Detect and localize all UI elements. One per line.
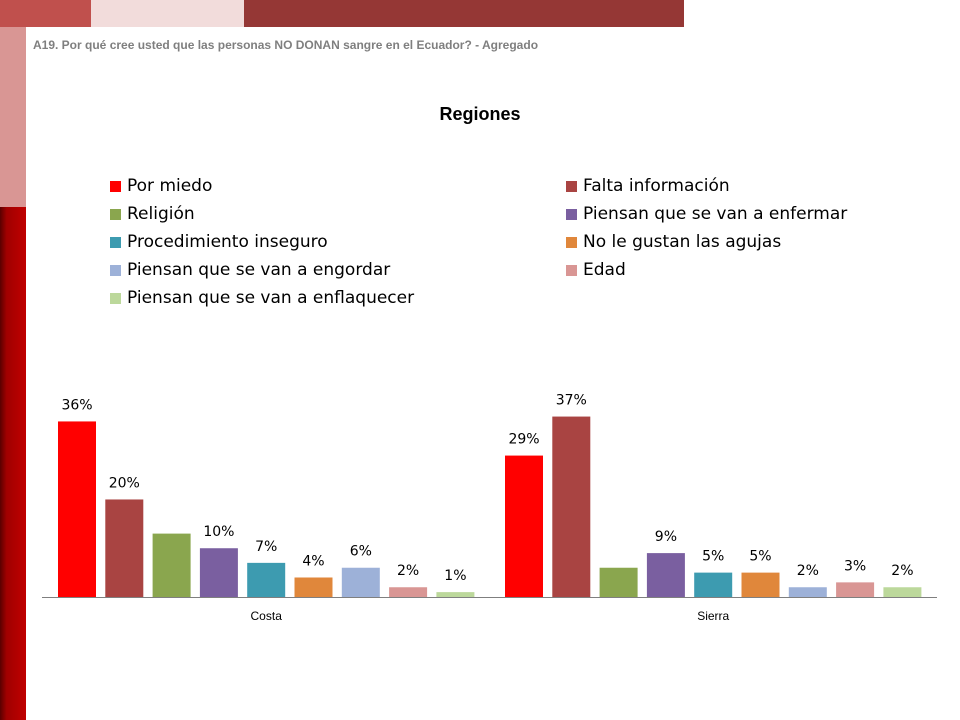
bar — [436, 592, 475, 597]
bar — [646, 553, 685, 597]
bar — [294, 577, 333, 597]
data-label: 29% — [508, 432, 539, 448]
legend-label: Religión — [127, 204, 195, 224]
legend-swatch — [566, 208, 577, 220]
legend-item: No le gustan las agujas — [566, 232, 781, 252]
legend-swatch — [566, 236, 577, 248]
legend-label: Piensan que se van a enfermar — [583, 204, 848, 224]
bar — [341, 567, 380, 597]
side-band-red — [0, 207, 26, 720]
category-label: Costa — [251, 609, 283, 623]
bar — [552, 416, 591, 597]
legend-label: Falta información — [583, 176, 730, 196]
bar — [505, 455, 543, 597]
bar — [105, 499, 144, 597]
slide-subtitle: A19. Por qué cree usted que las personas… — [33, 38, 539, 52]
data-label: 20% — [109, 475, 140, 491]
bar — [58, 421, 96, 597]
side-band-pink — [0, 27, 26, 207]
header-band-pink — [91, 0, 244, 27]
data-label: 5% — [702, 549, 724, 565]
header-band-red — [0, 0, 91, 27]
legend-swatch — [566, 264, 577, 276]
data-label: 2% — [797, 563, 819, 579]
data-label: 4% — [302, 553, 324, 569]
data-label: 10% — [203, 524, 234, 540]
legend-swatch — [110, 292, 121, 304]
data-label: 9% — [655, 529, 677, 545]
bar — [389, 587, 428, 597]
legend-label: Edad — [583, 260, 626, 280]
bar — [694, 572, 733, 597]
data-label: 3% — [844, 558, 866, 574]
chart-title: Regiones — [439, 104, 521, 124]
legend-label: No le gustan las agujas — [583, 232, 782, 252]
bar — [788, 587, 827, 597]
legend-item: Edad — [566, 260, 626, 280]
bar — [247, 562, 286, 597]
legend-item: Por miedo — [110, 176, 212, 196]
legend-swatch — [110, 236, 121, 248]
data-label: 2% — [397, 563, 419, 579]
bar — [883, 587, 922, 597]
legend-item: Piensan que se van a enflaquecer — [110, 288, 414, 308]
legend-item: Piensan que se van a enfermar — [566, 204, 847, 224]
data-label: 36% — [61, 397, 92, 413]
legend-swatch — [566, 180, 577, 192]
data-label: 2% — [891, 563, 913, 579]
legend-item: Falta información — [566, 176, 730, 196]
category-label: Sierra — [697, 609, 729, 623]
data-label: 37% — [556, 393, 587, 409]
legend-label: Piensan que se van a engordar — [127, 260, 391, 280]
bar — [836, 582, 875, 597]
data-label: 7% — [255, 539, 277, 555]
header-band-dark — [244, 0, 684, 27]
legend-label: Por miedo — [127, 176, 213, 196]
bar — [199, 548, 238, 597]
legend-swatch — [110, 264, 121, 276]
bar — [152, 533, 191, 597]
legend-swatch — [110, 180, 121, 192]
legend-item: Procedimiento inseguro — [110, 232, 328, 252]
data-label: 1% — [444, 568, 466, 584]
bar — [599, 567, 638, 597]
legend-label: Piensan que se van a enflaquecer — [127, 288, 415, 308]
data-label: 5% — [749, 549, 771, 565]
legend-swatch — [110, 208, 121, 220]
legend-item: Piensan que se van a engordar — [110, 260, 390, 280]
legend-item: Religión — [110, 204, 195, 224]
data-label: 6% — [350, 544, 372, 560]
bar — [741, 572, 780, 597]
legend-label: Procedimiento inseguro — [127, 232, 328, 252]
